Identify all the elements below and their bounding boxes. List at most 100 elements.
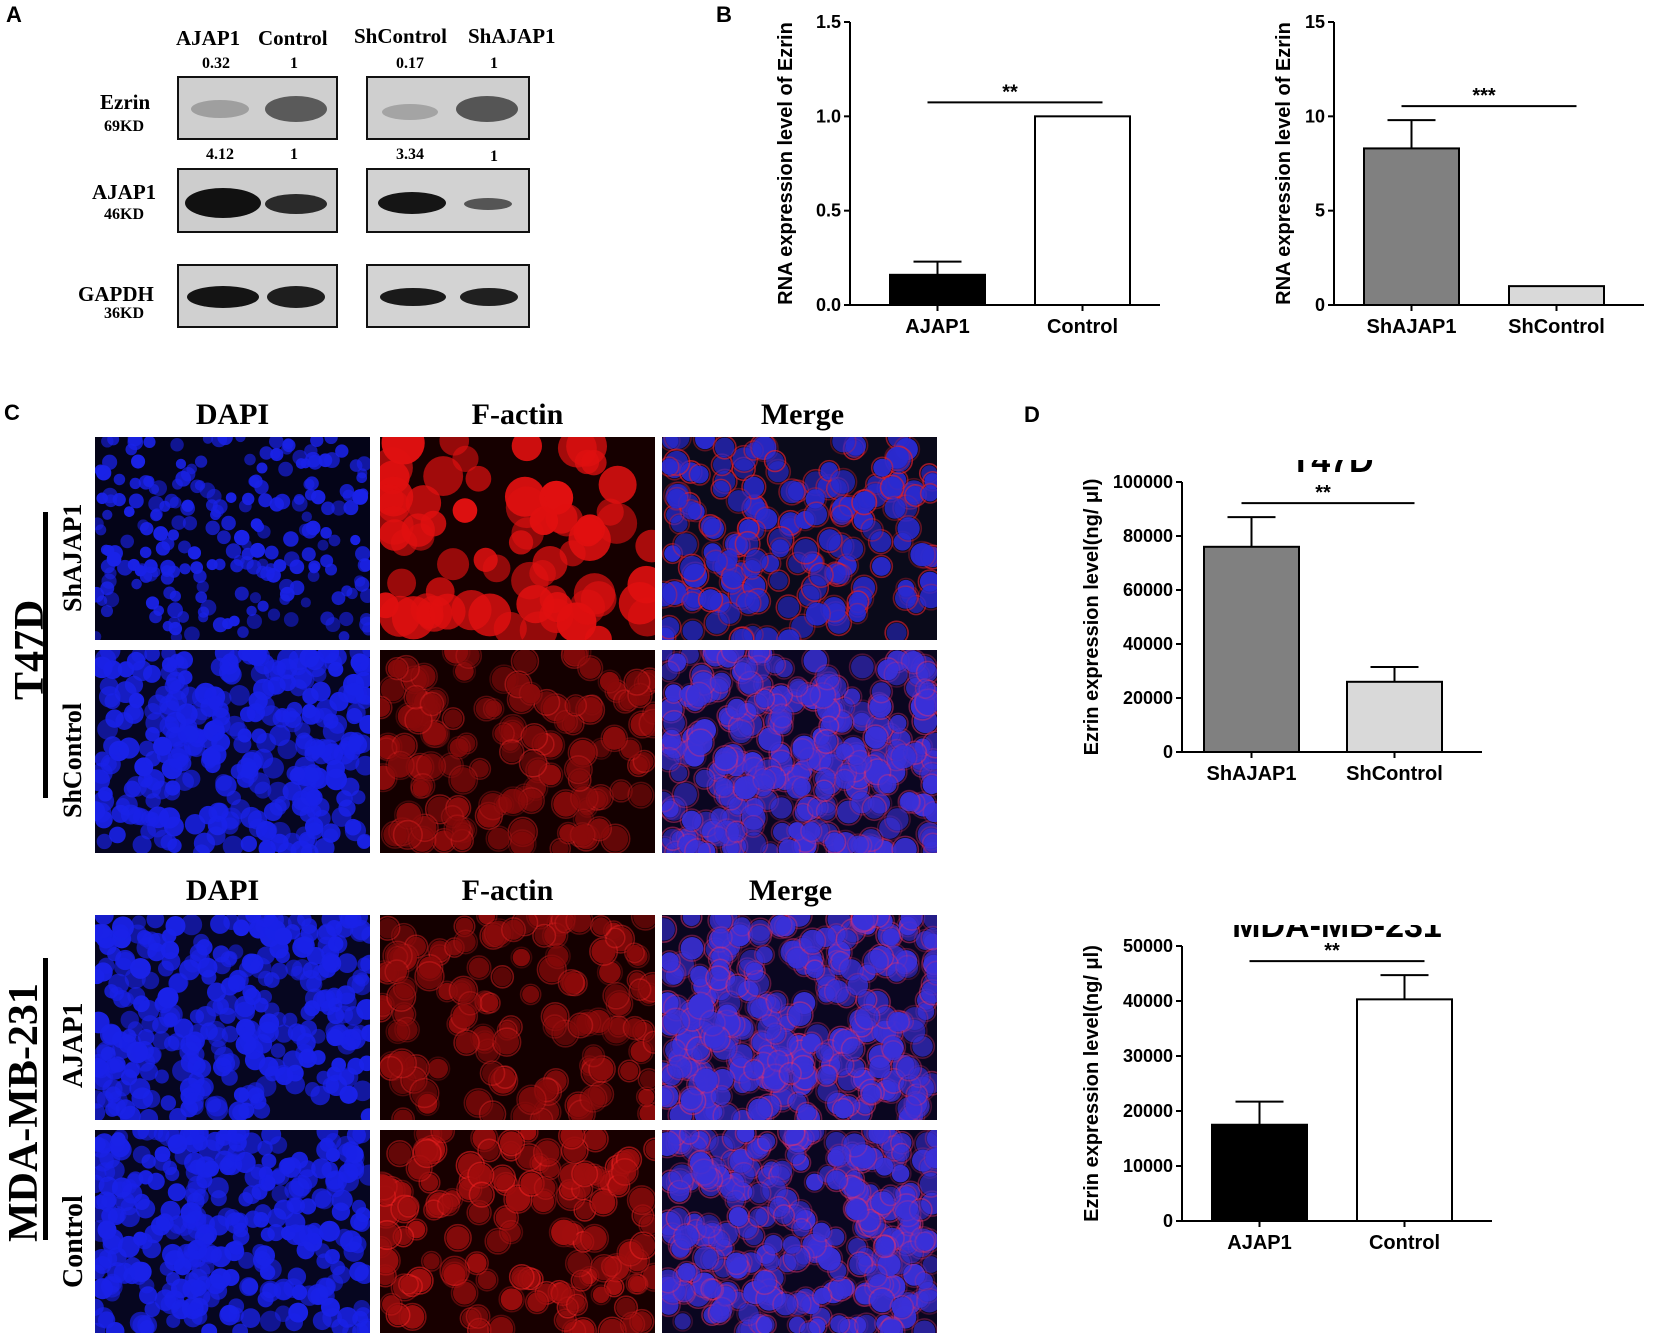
cell [150,509,163,522]
cell [745,1061,763,1079]
cell [831,565,851,585]
cell [139,546,152,559]
cell [499,1131,523,1155]
cell [742,832,767,853]
cell [144,1224,164,1244]
cell [670,1164,694,1188]
col-head-merge-bottom: Merge [748,874,833,907]
fluorescence-image [380,437,655,640]
cell [733,917,751,935]
cell [220,811,240,831]
cell [681,501,701,520]
cell [137,519,150,532]
cell [154,1289,177,1311]
cell [629,1187,655,1213]
cell [531,1109,551,1120]
cell [269,1136,288,1154]
cell [918,1290,937,1313]
cell [222,1268,240,1287]
cell-membrane [861,947,890,976]
cell [616,1297,636,1318]
cell [171,1299,191,1320]
row-label-shajap1: ShAJAP1 [58,503,87,612]
cell [202,747,221,766]
cell [95,1068,114,1088]
cell [863,797,885,819]
cell [631,980,650,999]
cell [481,1062,504,1084]
cell [201,969,217,985]
y-tick-label: 0 [1163,1211,1173,1231]
cell [235,437,246,443]
cell [148,483,160,495]
cell [215,1130,232,1146]
cell [235,1034,257,1055]
cell-membrane [776,627,802,640]
cell [343,682,364,704]
cell [248,818,268,838]
cell [469,1163,493,1187]
cell-membrane [662,614,682,640]
cell-membrane [768,915,793,938]
cell [115,1191,135,1212]
band-gapdh-ajap1 [187,286,259,308]
cell-membrane [675,1260,698,1283]
cell [535,1140,560,1165]
cell [897,957,919,978]
cell [131,660,153,682]
cell-membrane [922,800,937,825]
chart-d-bottom: MDA-MB-231 Ezrin expression level(ng/ μl)… [1081,925,1492,1254]
cell [739,672,762,695]
cell [715,778,733,796]
cell [452,445,479,473]
cell [745,549,767,572]
cell-membrane [777,1130,806,1147]
cell [239,1277,259,1297]
cell [265,563,277,574]
cell [95,1150,114,1172]
y-axis-label: Ezrin expression level(ng/ μl) [1081,945,1103,1222]
cell [150,567,161,578]
cell [195,1005,216,1027]
y-tick-label: 0 [1163,742,1173,762]
cell [700,589,722,611]
cell [103,736,123,756]
cell [301,522,318,539]
band-ajap1-shcontrol [378,192,446,214]
band-ezrin-control [265,96,327,122]
cell [894,587,917,609]
cell [511,1266,533,1288]
cell-membrane [747,1181,772,1206]
cell [278,461,293,477]
cell-membrane [672,1310,694,1332]
cell [694,1246,717,1270]
cell [287,1267,307,1286]
cell [97,718,118,740]
cell-membrane [877,773,899,796]
cell [680,555,704,580]
cell [513,650,537,674]
x-tick-label: AJAP1 [905,316,969,338]
cell-membrane [755,1314,777,1333]
cell-membrane [921,832,937,853]
cell [559,971,583,994]
cell [257,989,273,1005]
cell-membrane [503,1184,533,1214]
cell [919,1172,937,1196]
cell [250,664,270,684]
cell-membrane [735,590,762,617]
cell [95,1307,114,1328]
cell [710,1298,733,1321]
cell-membrane [909,1226,937,1254]
cell [178,540,191,554]
cell [869,1057,891,1079]
cell-membrane [600,1255,623,1278]
cell-membrane [829,437,857,455]
cell [207,1177,229,1199]
cell [746,972,770,995]
cell [328,534,341,547]
cell [380,677,405,702]
cell [521,751,546,776]
cell [670,764,688,782]
cell-membrane [840,536,866,562]
